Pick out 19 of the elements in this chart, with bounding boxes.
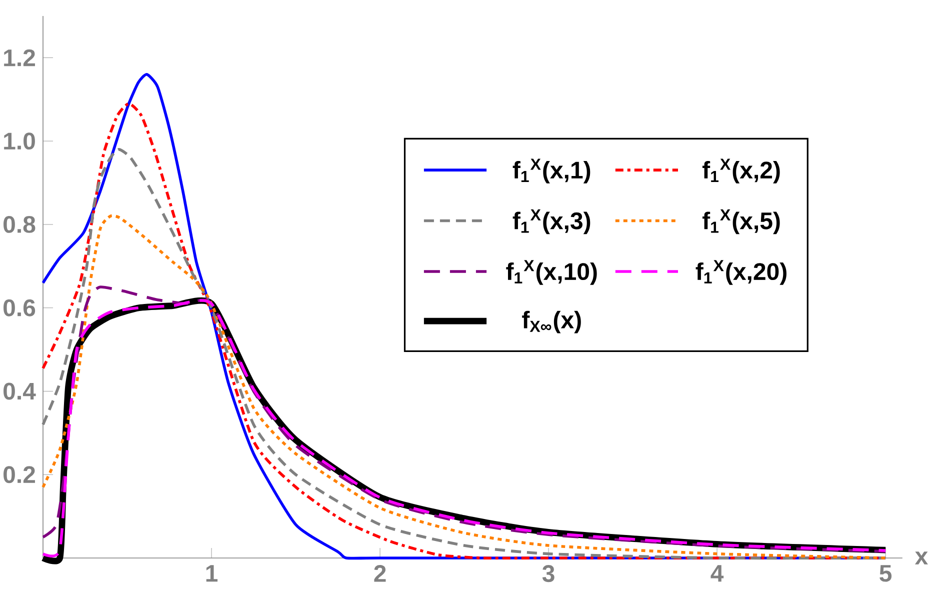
x-tick-label: 5 [880,565,892,582]
legend-label: f$_{1}$$^{X}$(x,3) [512,209,590,234]
y-tick-label: 1.2 [4,49,35,66]
x-axis-title: x [914,552,928,564]
x-tick-label: 3 [542,565,554,582]
y-tick-label: 1.0 [4,132,35,150]
x-tick-label: 2 [374,565,386,582]
legend-label: f$_{1}$$^{X}$(x,1) [512,158,590,184]
legend-label: f$_{1}$$^{X}$(x,2) [702,158,780,184]
y-tick-label: 0.6 [4,299,36,316]
legend-label: f$_{1}$$^{X}$(x,10) [506,260,597,285]
y-tick-label: 0.2 [4,466,35,484]
legend-label: f$_{1}$$^{X}$(x,5) [702,209,780,234]
legend-label: f$_{1}$$^{X}$(x,20) [696,260,786,285]
legend-label: f$_{X∞}$(x) [522,310,581,334]
y-tick-label: 0.8 [4,216,36,233]
x-tick-label: 1 [206,565,218,582]
y-tick-label: 0.4 [4,382,36,400]
x-tick-label: 4 [710,565,724,582]
